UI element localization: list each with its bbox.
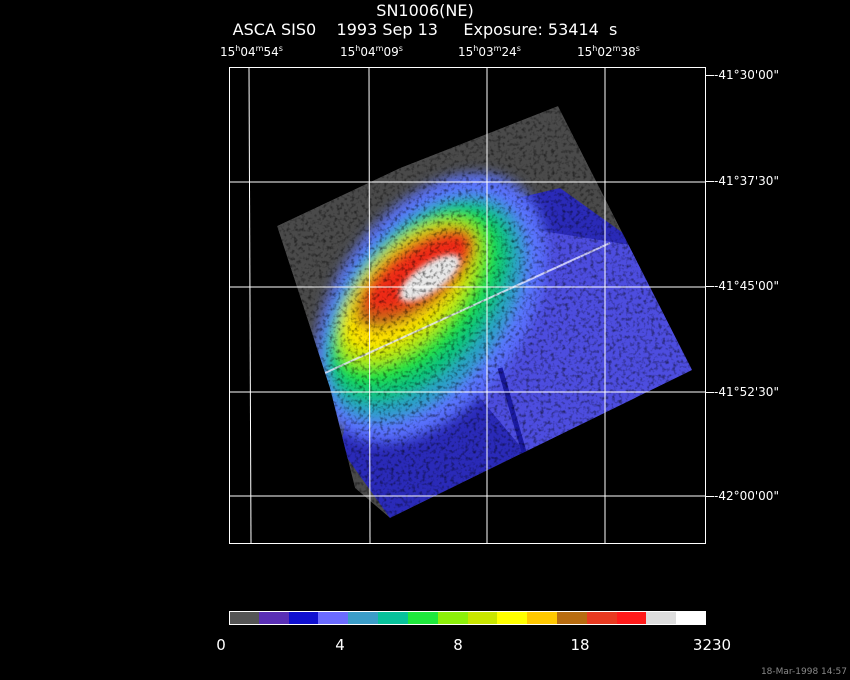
field-of-view — [277, 106, 692, 518]
coordinate-grid — [230, 68, 705, 543]
colorbar-swatch — [288, 611, 319, 625]
dec-label: -41°52'30" — [706, 385, 779, 399]
ra-label: 15h04m54s — [220, 44, 283, 59]
dec-label: -41°37'30" — [706, 174, 779, 188]
ra-label: 15h02m38s — [577, 44, 640, 59]
dec-label: -41°30'00" — [706, 68, 779, 82]
colorbar-swatch — [646, 611, 677, 625]
colorbar-swatch — [556, 611, 588, 625]
colorbar-swatch — [407, 611, 439, 625]
colorbar-swatch — [676, 611, 706, 625]
colorbar-tick-label: 18 — [570, 636, 590, 654]
image-subtitle: ASCA SIS0 1993 Sep 13 Exposure: 53414 s — [232, 20, 618, 39]
colorbar-swatch — [437, 611, 468, 625]
ra-label: 15h04m09s — [340, 44, 403, 59]
colorbar-swatch — [229, 611, 260, 625]
image-title: SN1006(NE) — [376, 1, 474, 20]
colorbar-swatch — [586, 611, 618, 625]
colorbar-tick-label: 4 — [335, 636, 345, 654]
colorbar-swatch — [467, 611, 498, 625]
ra-label: 15h03m24s — [458, 44, 521, 59]
colorbar-tick-label: 8 — [453, 636, 463, 654]
colorbar-swatch — [497, 611, 528, 625]
dec-label: -42°00'00" — [706, 489, 779, 503]
image-frame — [229, 67, 706, 544]
colorbar-swatch — [527, 611, 558, 625]
timestamp: 18-Mar-1998 14:57 — [760, 667, 847, 677]
colorbar-swatch — [318, 611, 349, 625]
colorbar-swatch — [378, 611, 409, 625]
colorbar-tick-label: 3230 — [692, 636, 732, 654]
colorbar-swatch — [258, 611, 290, 625]
colorbar-swatch — [616, 611, 647, 625]
colorbar-swatch — [348, 611, 379, 625]
xray-image — [277, 106, 692, 518]
colorbar-tick-label: 0 — [216, 636, 226, 654]
dec-label: -41°45'00" — [706, 279, 779, 293]
